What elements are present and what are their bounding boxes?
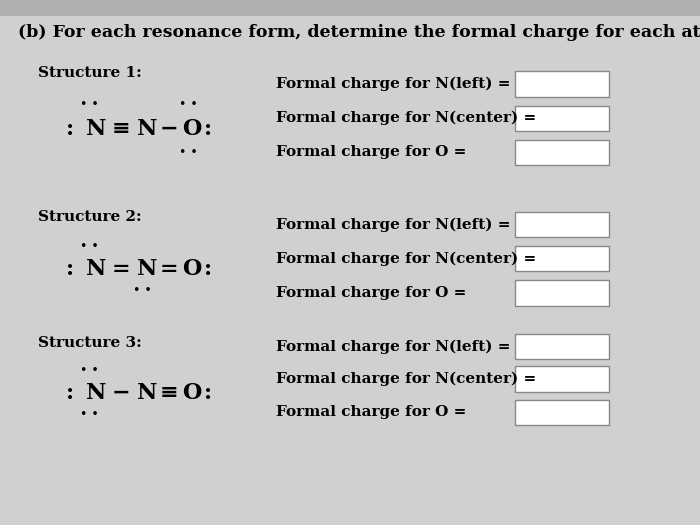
- Text: Formal charge for N(center) =: Formal charge for N(center) =: [276, 251, 537, 266]
- Bar: [514, 246, 609, 271]
- Text: N: N: [86, 258, 106, 280]
- Text: ≡: ≡: [160, 382, 178, 404]
- Text: • •: • •: [179, 99, 197, 111]
- Bar: [514, 280, 609, 306]
- Text: Formal charge for N(center) =: Formal charge for N(center) =: [276, 111, 537, 125]
- Text: • •: • •: [179, 146, 197, 159]
- Bar: [514, 334, 609, 359]
- Text: Structure 3:: Structure 3:: [38, 336, 142, 350]
- Text: N: N: [136, 382, 157, 404]
- Text: =: =: [160, 258, 178, 280]
- Text: :: :: [204, 118, 212, 140]
- Text: :: :: [204, 382, 212, 404]
- Text: Formal charge for N(center) =: Formal charge for N(center) =: [276, 372, 537, 386]
- Bar: [514, 400, 609, 425]
- Text: :: :: [66, 258, 75, 280]
- Text: :: :: [204, 258, 212, 280]
- Text: ≡: ≡: [112, 118, 131, 140]
- Bar: [514, 106, 609, 131]
- Text: Formal charge for O =: Formal charge for O =: [276, 405, 467, 419]
- Text: O: O: [182, 118, 202, 140]
- Text: Structure 2:: Structure 2:: [38, 210, 142, 224]
- Text: O: O: [182, 258, 202, 280]
- Text: • •: • •: [133, 284, 151, 297]
- Bar: [0, 0, 700, 16]
- Text: Formal charge for N(left) =: Formal charge for N(left) =: [276, 77, 511, 91]
- Text: • •: • •: [80, 364, 98, 376]
- Text: Formal charge for O =: Formal charge for O =: [276, 145, 467, 159]
- Text: :: :: [66, 118, 75, 140]
- Bar: [514, 71, 609, 97]
- Text: :: :: [66, 382, 75, 404]
- Text: N: N: [86, 382, 106, 404]
- Text: Formal charge for N(left) =: Formal charge for N(left) =: [276, 339, 511, 354]
- Text: Structure 1:: Structure 1:: [38, 66, 142, 80]
- Bar: [514, 366, 609, 392]
- Text: Formal charge for O =: Formal charge for O =: [276, 286, 467, 300]
- Text: =: =: [112, 258, 131, 280]
- Text: N: N: [86, 118, 106, 140]
- Text: • •: • •: [80, 408, 98, 421]
- Bar: [514, 140, 609, 165]
- Text: −: −: [112, 382, 131, 404]
- Text: −: −: [160, 118, 178, 140]
- Text: • •: • •: [80, 240, 98, 253]
- Text: O: O: [182, 382, 202, 404]
- Text: Formal charge for N(left) =: Formal charge for N(left) =: [276, 217, 511, 232]
- Text: N: N: [136, 118, 157, 140]
- Text: • •: • •: [80, 99, 98, 111]
- Text: N: N: [136, 258, 157, 280]
- Bar: [514, 212, 609, 237]
- Text: (b) For each resonance form, determine the formal charge for each atom.: (b) For each resonance form, determine t…: [18, 24, 700, 40]
